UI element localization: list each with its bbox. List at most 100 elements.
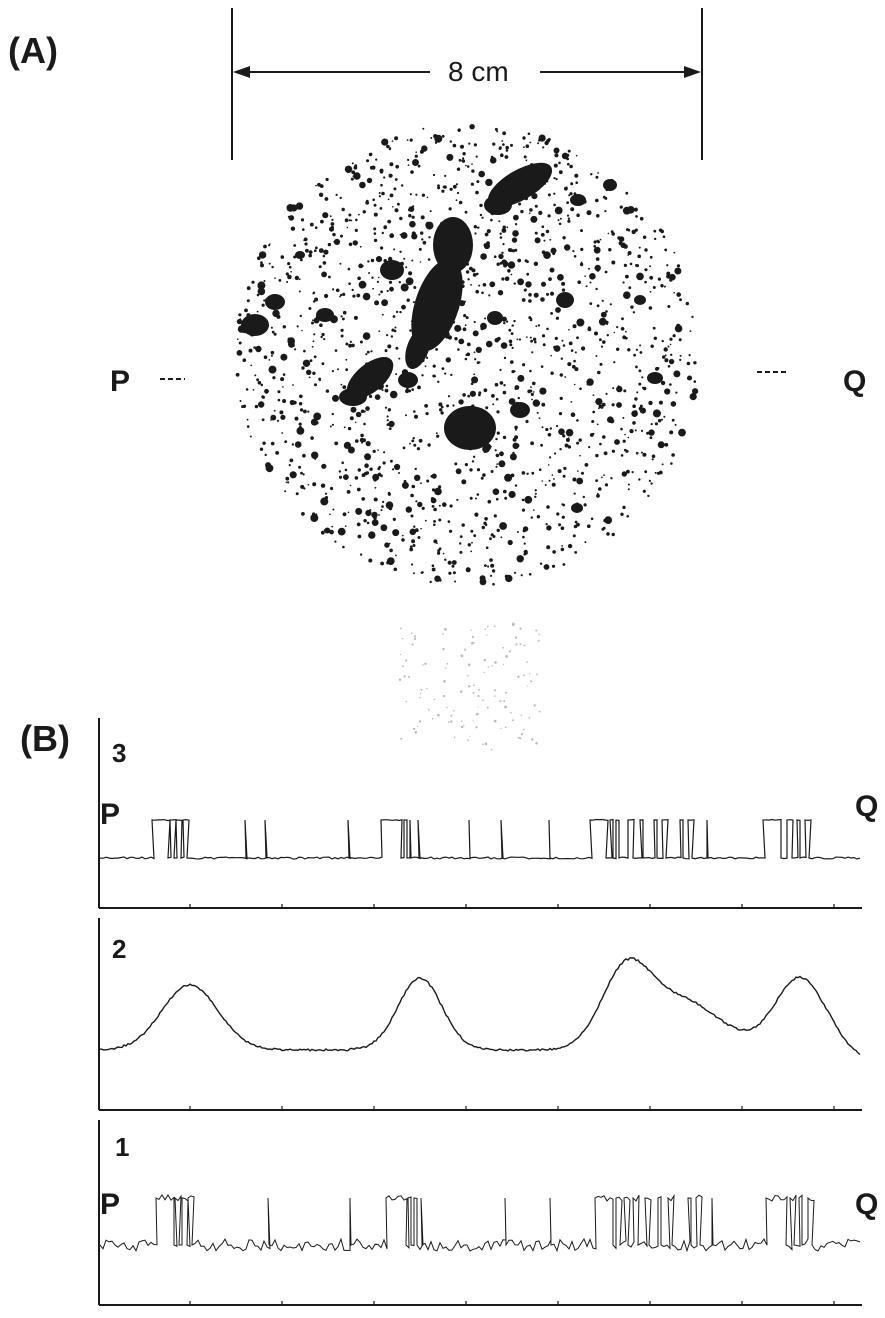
speckle bbox=[431, 567, 436, 572]
speckle bbox=[464, 357, 468, 361]
residue-dot bbox=[469, 735, 471, 737]
speckle bbox=[554, 153, 559, 158]
speckle bbox=[422, 127, 425, 130]
residue-dot bbox=[442, 633, 444, 635]
speckle bbox=[296, 427, 305, 435]
speckle bbox=[483, 242, 490, 250]
residue-dot bbox=[520, 732, 524, 736]
speckle bbox=[389, 233, 395, 239]
residue-dot bbox=[494, 689, 497, 692]
speckle bbox=[409, 193, 412, 196]
speckle bbox=[398, 281, 401, 284]
speckle bbox=[485, 406, 489, 410]
speckle bbox=[679, 298, 682, 302]
speckle bbox=[499, 368, 502, 371]
speckle bbox=[638, 478, 641, 481]
speckle bbox=[571, 364, 576, 369]
speckle bbox=[533, 391, 535, 393]
speckle bbox=[599, 238, 602, 241]
speckle bbox=[285, 481, 288, 484]
speckle bbox=[574, 551, 578, 554]
speckle bbox=[356, 522, 361, 527]
speckle bbox=[433, 523, 436, 527]
speckle bbox=[255, 345, 262, 353]
speckle bbox=[313, 355, 317, 359]
speckle bbox=[263, 355, 268, 360]
speckle bbox=[476, 272, 479, 276]
speckle bbox=[351, 170, 356, 175]
residue-dot bbox=[422, 664, 424, 666]
speckle bbox=[540, 232, 545, 237]
speckle bbox=[513, 370, 516, 373]
speckle bbox=[433, 507, 437, 512]
speckle bbox=[397, 202, 400, 206]
speckle bbox=[442, 502, 447, 507]
speckle bbox=[469, 468, 473, 472]
speckle bbox=[469, 496, 473, 500]
speckle bbox=[471, 169, 475, 173]
speckle bbox=[538, 134, 546, 142]
speckle bbox=[333, 238, 341, 245]
speckle bbox=[502, 131, 506, 136]
speckle bbox=[332, 508, 335, 511]
speckle bbox=[433, 520, 436, 523]
speckle bbox=[446, 404, 450, 408]
residue-dot bbox=[427, 708, 430, 711]
speckle bbox=[500, 153, 504, 157]
residue-dot bbox=[405, 659, 408, 662]
speckle bbox=[368, 531, 376, 539]
speckle bbox=[394, 208, 399, 213]
speckle bbox=[458, 338, 465, 345]
speckle bbox=[357, 534, 362, 539]
speckle bbox=[538, 468, 542, 472]
speckle bbox=[526, 336, 528, 338]
speckle bbox=[600, 405, 604, 409]
speckle bbox=[382, 461, 386, 465]
speckle bbox=[550, 312, 553, 315]
speckle bbox=[417, 501, 423, 508]
residue-dot bbox=[471, 635, 474, 639]
speckle bbox=[669, 337, 673, 341]
speckle bbox=[379, 207, 383, 210]
speckle bbox=[372, 449, 376, 453]
speckle bbox=[414, 467, 417, 471]
speckle bbox=[653, 336, 657, 340]
speckle bbox=[499, 261, 503, 265]
speckle bbox=[494, 382, 499, 387]
speckle bbox=[471, 376, 479, 384]
speckle bbox=[651, 454, 656, 459]
panel-a-label: (A) bbox=[8, 30, 58, 71]
speckle bbox=[366, 350, 370, 354]
speckle bbox=[611, 260, 616, 265]
speckle bbox=[387, 198, 390, 201]
speckle bbox=[576, 213, 580, 218]
speckle bbox=[602, 435, 606, 439]
speckle bbox=[471, 541, 473, 544]
speckle bbox=[566, 157, 569, 161]
speckle bbox=[295, 417, 298, 421]
speckle bbox=[472, 330, 479, 337]
speckle bbox=[498, 147, 502, 150]
speckle bbox=[622, 335, 627, 340]
speckle bbox=[399, 250, 402, 253]
speckle bbox=[572, 477, 577, 482]
speckle bbox=[421, 506, 425, 510]
speckle bbox=[459, 542, 462, 545]
speckle bbox=[638, 369, 642, 373]
speckle bbox=[408, 214, 412, 218]
speckle bbox=[652, 409, 661, 418]
speckle bbox=[459, 535, 463, 538]
speckle bbox=[636, 272, 644, 281]
speckle bbox=[350, 219, 353, 222]
speckle bbox=[414, 528, 419, 533]
speckle bbox=[596, 239, 599, 243]
speckle bbox=[271, 265, 274, 269]
speckle bbox=[413, 572, 415, 575]
speckle bbox=[258, 251, 267, 259]
speckle bbox=[601, 320, 604, 323]
speckle bbox=[454, 337, 458, 341]
speckle bbox=[256, 378, 259, 382]
speckle bbox=[476, 180, 480, 184]
speckle bbox=[406, 139, 409, 142]
speckle bbox=[380, 509, 383, 512]
